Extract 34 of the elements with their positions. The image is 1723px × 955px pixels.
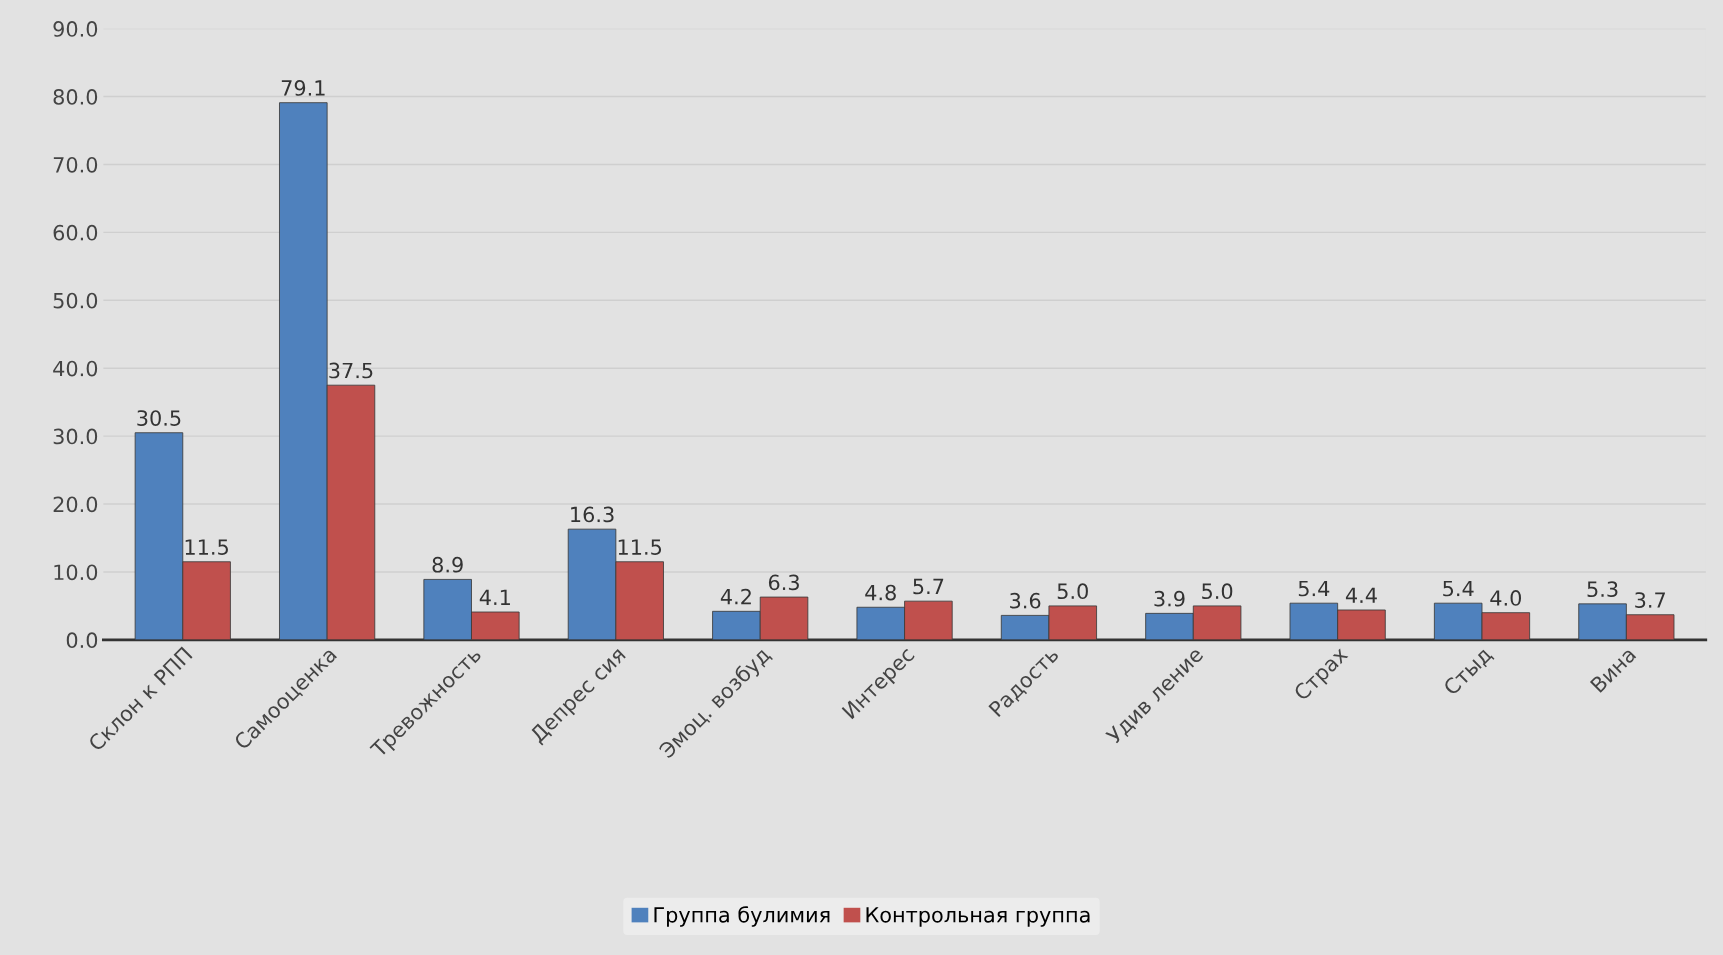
y-tick-label: 40.0 — [53, 360, 98, 377]
data-label: 3.6 — [1010, 592, 1041, 609]
data-label: 4.1 — [479, 589, 510, 605]
data-label: 5.0 — [1202, 583, 1233, 600]
data-label: 4.8 — [865, 584, 896, 601]
data-label: 37.5 — [329, 362, 373, 379]
legend-label: Группа булимия — [654, 906, 830, 927]
data-label: 3.9 — [1154, 590, 1185, 607]
y-tick-label: 0.0 — [66, 632, 98, 649]
y-tick-label: 70.0 — [53, 156, 98, 173]
data-label: 11.5 — [185, 539, 228, 555]
y-tick-label: 50.0 — [53, 292, 98, 309]
data-label: 16.3 — [571, 506, 614, 523]
data-label: 79.1 — [281, 80, 325, 96]
data-label: 5.4 — [1443, 580, 1474, 597]
data-label: 5.4 — [1298, 580, 1330, 597]
data-label: 8.9 — [432, 556, 463, 573]
data-label: 3.7 — [1635, 592, 1665, 608]
data-label: 4.2 — [720, 588, 751, 605]
y-tick-label: 60.0 — [53, 224, 98, 241]
data-label: 6.3 — [768, 574, 799, 591]
data-label: 4.4 — [1345, 587, 1377, 603]
data-label: 5.3 — [1587, 581, 1618, 598]
y-tick-label: 10.0 — [54, 564, 98, 581]
data-label: 5.7 — [913, 578, 944, 595]
data-label: 4.0 — [1490, 590, 1522, 606]
legend-label: Контрольная группа — [866, 907, 1090, 927]
data-label: 30.5 — [137, 410, 181, 426]
y-tick-label: 30.0 — [53, 428, 98, 445]
y-tick-label: 80.0 — [53, 89, 98, 105]
y-tick-label: 20.0 — [53, 496, 98, 513]
data-label: 5.0 — [1057, 583, 1088, 600]
y-tick-label: 90.0 — [53, 21, 98, 37]
data-label: 11.5 — [618, 539, 662, 555]
